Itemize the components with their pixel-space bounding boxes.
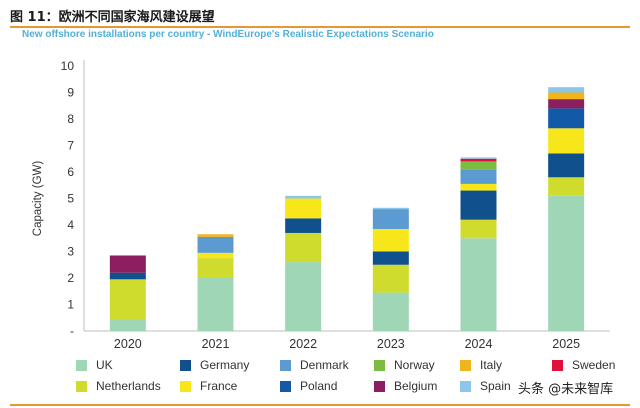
- bar-segment-netherlands-2023: [372, 264, 409, 293]
- legend-label: Netherlands: [96, 379, 161, 393]
- bar-segment-netherlands-2022: [285, 232, 322, 263]
- legend-label: Sweden: [572, 358, 616, 372]
- bar-segment-italy-2021: [197, 234, 234, 237]
- legend-swatch: [552, 359, 563, 371]
- y-tick-label: 10: [61, 59, 75, 73]
- bar-segment-norway-2024: [460, 161, 497, 170]
- legend-swatch: [460, 359, 471, 371]
- legend-label: Denmark: [300, 358, 349, 372]
- legend-label: Belgium: [394, 379, 438, 393]
- y-tick-label: 2: [67, 271, 74, 285]
- bar-segment-france-2025: [548, 128, 585, 154]
- legend-label: UK: [96, 358, 113, 372]
- legend-swatch: [180, 359, 191, 371]
- bar-segment-denmark-2024: [460, 169, 497, 184]
- figure-title: 图 11：欧洲不同国家海风建设展望: [10, 10, 215, 25]
- legend-item-denmark: Denmark: [280, 358, 349, 372]
- bar-segment-spain-2025: [548, 87, 585, 93]
- x-tick-label: 2024: [465, 337, 493, 351]
- bar-segment-uk-2020: [109, 319, 146, 331]
- bar-segment-germany-2024: [460, 190, 497, 220]
- bar-segment-germany-2020: [109, 272, 146, 280]
- bar-segment-uk-2025: [548, 195, 585, 331]
- bar-segment-spain-2024: [460, 157, 497, 159]
- bar-segment-sweden-2024: [460, 158, 497, 162]
- bar-segment-netherlands-2025: [548, 177, 585, 196]
- legend-label: Spain: [480, 379, 511, 393]
- bar-segment-italy-2025: [548, 92, 585, 100]
- legend-item-italy: Italy: [460, 358, 502, 372]
- legend-label: Italy: [480, 358, 503, 372]
- bar-segment-uk-2021: [197, 278, 234, 331]
- y-tick-label: 7: [67, 139, 74, 153]
- bar-segment-germany-2023: [372, 251, 409, 265]
- bar-segment-netherlands-2024: [460, 219, 497, 239]
- bar-segment-netherlands-2020: [109, 279, 146, 320]
- legend-item-germany: Germany: [180, 358, 249, 372]
- bar-segment-belgium-2025: [548, 99, 585, 109]
- legend-item-netherlands: Netherlands: [76, 379, 161, 393]
- legend-item-sweden: Sweden: [552, 358, 615, 372]
- legend-swatch: [460, 380, 471, 392]
- legend-label: Norway: [394, 358, 435, 372]
- stacked-bar-chart: - 1 2 3 4 5 6 7 8 9 10 Capacity (GW) 2020 2021 2022 202…: [32, 59, 610, 351]
- legend-swatch: [280, 359, 291, 371]
- bar-segment-france-2021: [197, 252, 234, 259]
- y-tick-label: 3: [67, 245, 74, 259]
- x-tick-label: 2023: [377, 337, 405, 351]
- bar-segment-germany-2022: [285, 218, 322, 233]
- bar-segment-denmark-2021: [197, 236, 234, 253]
- bar-segment-france-2024: [460, 183, 497, 191]
- legend-label: Germany: [200, 358, 250, 372]
- bottom-divider: [10, 404, 630, 406]
- bar-segment-spain-2023: [372, 207, 409, 210]
- bar-segment-france-2022: [285, 198, 322, 219]
- legend-item-belgium: Belgium: [374, 379, 437, 393]
- y-tick-label: 6: [67, 165, 74, 179]
- legend-item-uk: UK: [76, 358, 113, 372]
- legend-item-spain: Spain: [460, 379, 511, 393]
- x-tick-label: 2020: [114, 337, 142, 351]
- y-tick-label: 9: [67, 86, 74, 100]
- y-axis-label: Capacity (GW): [32, 161, 44, 237]
- bar-segment-belgium-2020: [109, 255, 146, 273]
- legend-swatch: [374, 380, 385, 392]
- bar-segment-uk-2023: [372, 292, 409, 331]
- chart-title: New offshore installations per country -…: [22, 29, 434, 40]
- legend-swatch: [180, 380, 191, 392]
- legend-swatch: [76, 359, 87, 371]
- bar-segment-denmark-2023: [372, 209, 409, 229]
- y-tick-label: 1: [67, 298, 74, 312]
- x-tick-label: 2022: [289, 337, 317, 351]
- x-tick-label: 2021: [202, 337, 230, 351]
- legend-item-norway: Norway: [374, 358, 435, 372]
- bar-segment-netherlands-2021: [197, 258, 234, 278]
- legend-swatch: [76, 380, 87, 392]
- legend-item-poland: Poland: [280, 379, 337, 393]
- bar-segment-france-2023: [372, 228, 409, 252]
- legend-label: Poland: [300, 379, 338, 393]
- watermark-text: 头条 @未来智库: [518, 382, 614, 397]
- x-tick-label: 2025: [552, 337, 580, 351]
- y-tick-label: 4: [67, 218, 74, 232]
- bar-segment-uk-2022: [285, 262, 322, 331]
- y-tick-label: -: [70, 324, 74, 338]
- y-tick-label: 5: [67, 192, 74, 206]
- legend-item-france: France: [180, 379, 237, 393]
- bar-segment-poland-2025: [548, 108, 585, 129]
- bar-segment-uk-2024: [460, 238, 497, 331]
- legend-label: France: [200, 379, 238, 393]
- bar-segment-spain-2022: [285, 195, 322, 199]
- title-divider: [10, 26, 630, 28]
- chart-legend: UK Germany Denmark Norway Italy Sweden Netherl…: [76, 356, 636, 402]
- legend-swatch: [280, 380, 291, 392]
- legend-swatch: [374, 359, 385, 371]
- bar-segment-germany-2025: [548, 153, 585, 178]
- y-tick-label: 8: [67, 112, 74, 126]
